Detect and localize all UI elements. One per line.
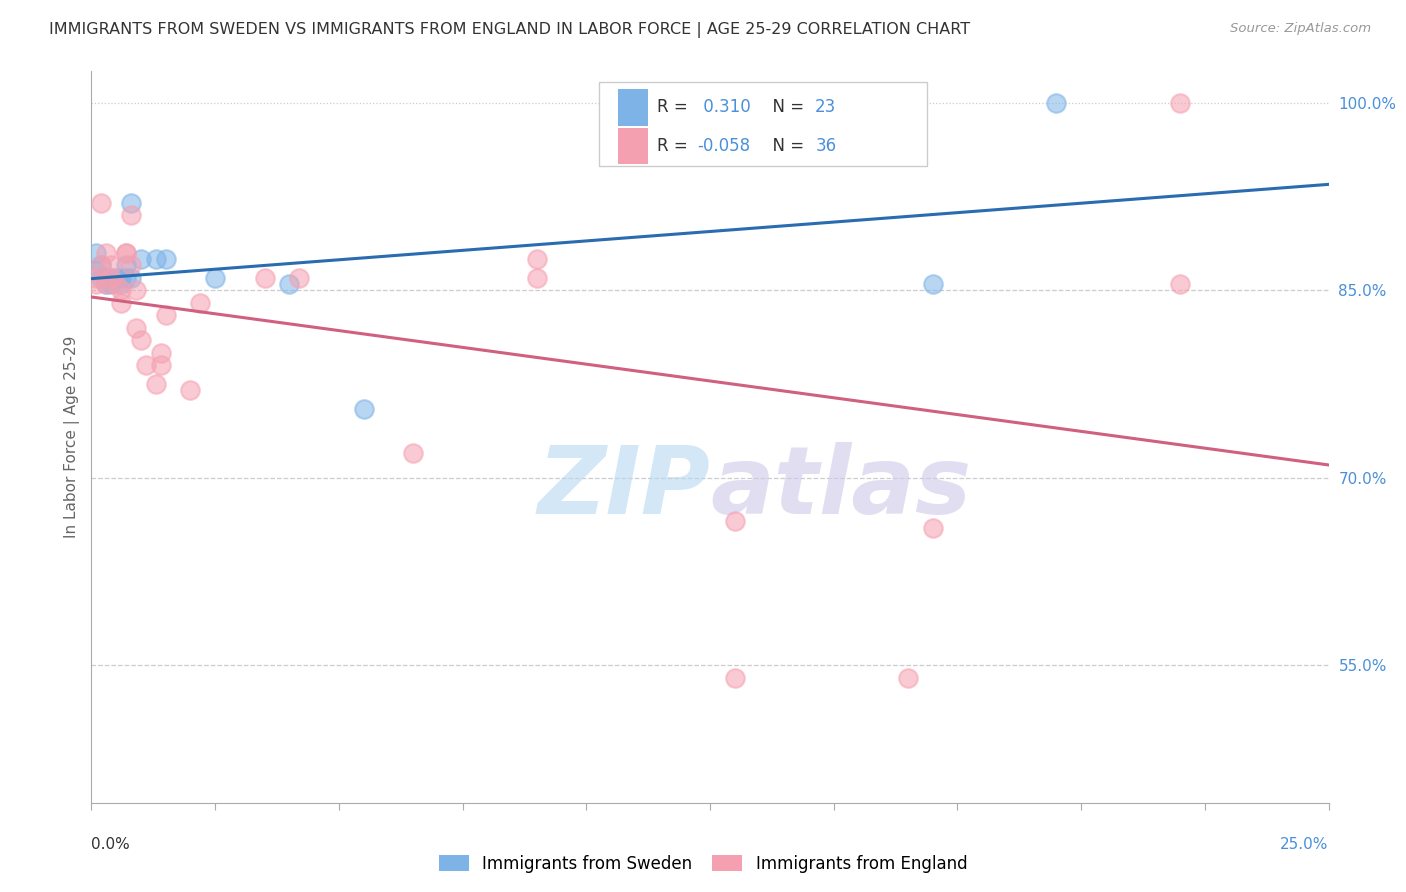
Point: [115, 245, 138, 260]
Point: [179, 383, 201, 397]
Point: [90, 258, 112, 272]
Point: [90, 195, 112, 210]
Text: 23: 23: [815, 98, 837, 117]
Text: 25.0%: 25.0%: [1281, 837, 1329, 852]
Y-axis label: In Labor Force | Age 25-29: In Labor Force | Age 25-29: [65, 336, 80, 538]
Point: [897, 671, 920, 685]
Point: [100, 270, 122, 285]
Point: [288, 270, 311, 285]
Text: 0.0%: 0.0%: [91, 837, 131, 852]
Text: -0.058: -0.058: [697, 136, 751, 155]
Point: [110, 270, 132, 285]
Text: Source: ZipAtlas.com: Source: ZipAtlas.com: [1230, 22, 1371, 36]
Point: [526, 252, 548, 266]
Point: [120, 258, 142, 272]
Point: [115, 270, 138, 285]
Point: [120, 270, 142, 285]
Text: R =: R =: [657, 136, 693, 155]
FancyBboxPatch shape: [619, 128, 648, 164]
FancyBboxPatch shape: [619, 89, 648, 126]
Point: [145, 252, 167, 266]
Point: [110, 295, 132, 310]
Text: R =: R =: [657, 98, 693, 117]
Point: [402, 446, 425, 460]
Text: 36: 36: [815, 136, 837, 155]
Point: [724, 515, 747, 529]
Point: [120, 208, 142, 222]
Point: [96, 245, 118, 260]
Point: [120, 195, 142, 210]
Point: [90, 258, 112, 272]
Point: [1045, 95, 1067, 110]
Point: [96, 277, 118, 291]
Text: N =: N =: [762, 136, 810, 155]
Point: [149, 358, 172, 372]
Text: N =: N =: [762, 98, 810, 117]
Point: [724, 671, 747, 685]
Point: [86, 264, 108, 278]
Point: [86, 277, 108, 291]
Point: [105, 270, 128, 285]
Point: [90, 270, 112, 285]
Point: [204, 270, 226, 285]
Point: [155, 308, 177, 322]
Point: [253, 270, 276, 285]
Point: [86, 245, 108, 260]
Point: [96, 270, 118, 285]
Point: [135, 358, 157, 372]
Point: [526, 270, 548, 285]
Point: [145, 376, 167, 391]
FancyBboxPatch shape: [599, 82, 927, 167]
Point: [105, 277, 128, 291]
Point: [1168, 95, 1191, 110]
Text: atlas: atlas: [710, 442, 972, 534]
Text: 0.310: 0.310: [697, 98, 751, 117]
Point: [155, 252, 177, 266]
Point: [110, 277, 132, 291]
Point: [278, 277, 301, 291]
Point: [1168, 277, 1191, 291]
Point: [129, 252, 152, 266]
Text: IMMIGRANTS FROM SWEDEN VS IMMIGRANTS FROM ENGLAND IN LABOR FORCE | AGE 25-29 COR: IMMIGRANTS FROM SWEDEN VS IMMIGRANTS FRO…: [49, 22, 970, 38]
Point: [100, 277, 122, 291]
Point: [149, 345, 172, 359]
Point: [115, 258, 138, 272]
Point: [125, 320, 148, 334]
Point: [110, 283, 132, 297]
Point: [100, 270, 122, 285]
Point: [353, 401, 375, 416]
Point: [129, 333, 152, 347]
Text: ZIP: ZIP: [537, 442, 710, 534]
Point: [115, 245, 138, 260]
Point: [86, 270, 108, 285]
Point: [921, 277, 943, 291]
Point: [921, 521, 943, 535]
Legend: Immigrants from Sweden, Immigrants from England: Immigrants from Sweden, Immigrants from …: [432, 848, 974, 880]
Point: [100, 258, 122, 272]
Point: [125, 283, 148, 297]
Point: [96, 277, 118, 291]
Point: [188, 295, 211, 310]
